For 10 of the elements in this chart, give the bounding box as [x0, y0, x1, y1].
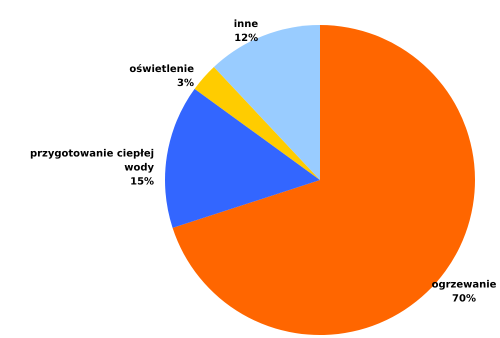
slice-label: przygotowanie ciepłej wody: [30, 148, 155, 174]
pie-slice: [194, 67, 320, 180]
slice-label: inne: [234, 18, 258, 30]
slice-label: ogrzewanie: [432, 280, 497, 291]
data-label: 70%: [452, 294, 476, 305]
data-label: 15%: [130, 176, 154, 188]
slice-label: oświetlenie: [129, 62, 194, 75]
pie-slice: [165, 88, 320, 228]
data-label: 12%: [234, 32, 258, 44]
data-label: 3%: [176, 78, 194, 89]
